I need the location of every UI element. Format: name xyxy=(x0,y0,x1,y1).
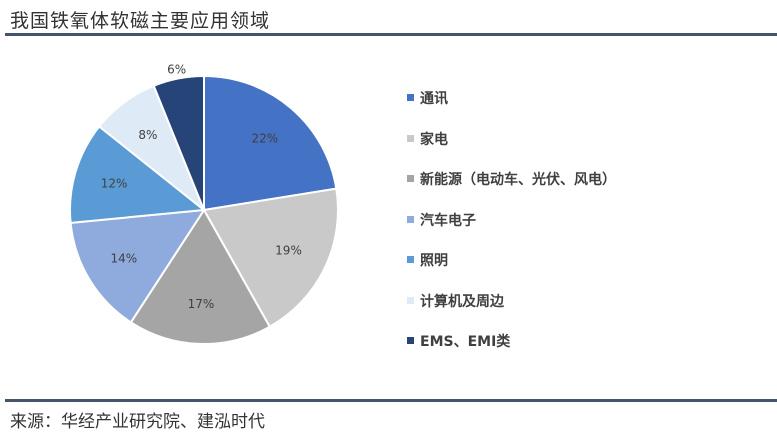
pie-slice xyxy=(69,125,207,224)
pie-slice xyxy=(129,208,272,345)
legend-label: 计算机及周边 xyxy=(420,293,504,310)
legend-swatch xyxy=(407,175,414,182)
legend-item: 通讯 xyxy=(407,88,616,129)
legend-label: 照明 xyxy=(420,253,448,269)
data-label: 6% xyxy=(167,62,186,76)
data-label: 14% xyxy=(110,252,137,266)
title-divider xyxy=(5,33,777,36)
data-label: 8% xyxy=(138,128,157,142)
chart-title: 我国铁氧体软磁主要应用领域 xyxy=(10,10,271,32)
legend-label: 汽车电子 xyxy=(420,212,476,229)
footer-divider xyxy=(5,399,777,402)
pie-slice xyxy=(69,208,206,324)
legend-label: 通讯 xyxy=(420,91,448,107)
data-label: 17% xyxy=(188,297,215,311)
pie-slice xyxy=(202,187,339,329)
data-label: 12% xyxy=(101,176,128,190)
legend: 通讯家电新能源（电动车、光伏、风电） 汽车电子照明计算机及周边 EMS、EMI类 xyxy=(407,88,616,372)
legend-label: 家电 xyxy=(420,131,448,148)
legend-label: EMS、EMI类 xyxy=(420,334,511,350)
data-label: 19% xyxy=(275,244,302,258)
legend-swatch xyxy=(407,94,414,101)
legend-item: 照明 xyxy=(407,250,616,291)
legend-item: EMS、EMI类 xyxy=(407,331,616,372)
legend-label: 新能源（电动车、光伏、风电） xyxy=(420,172,616,188)
legend-item: 新能源（电动车、光伏、风电） xyxy=(407,169,616,210)
legend-swatch xyxy=(407,296,414,304)
legend-item: 汽车电子 xyxy=(407,210,616,251)
legend-item: 家电 xyxy=(407,129,616,170)
legend-swatch xyxy=(407,337,414,344)
legend-swatch xyxy=(407,256,414,263)
pie-slice xyxy=(152,74,205,211)
legend-swatch xyxy=(407,215,414,223)
data-label: 22% xyxy=(251,132,278,146)
legend-item: 计算机及周边 xyxy=(407,291,616,332)
source-note: 来源：华经产业研究院、建泓时代 xyxy=(10,412,265,432)
legend-swatch xyxy=(407,134,414,142)
pie-slice xyxy=(203,74,338,212)
